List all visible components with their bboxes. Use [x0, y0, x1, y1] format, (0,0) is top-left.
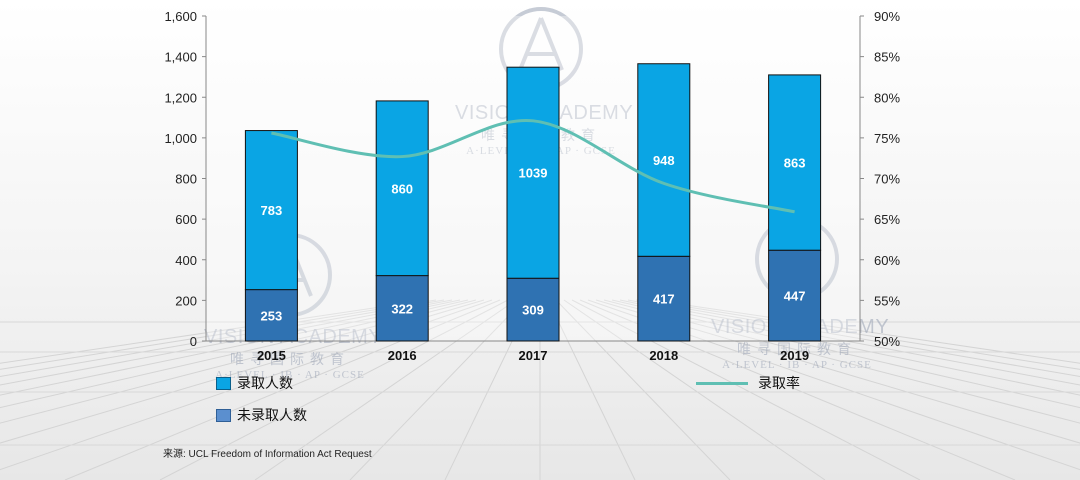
y2-tick-label: 65% [874, 212, 900, 227]
bar-admitted-label: 1039 [519, 166, 548, 181]
watermark-subtitle: 唯寻国际教育 [737, 341, 857, 357]
bar-admitted [506, 66, 560, 279]
legend-swatch-rejected [216, 408, 231, 422]
floor-grid-line [595, 299, 1080, 444]
bar-rejected [375, 275, 429, 342]
y2-tick-label: 55% [874, 293, 900, 308]
legend-label-rate: 录取率 [758, 375, 800, 391]
legend-item-rejected: 未录取人数 [216, 405, 307, 425]
floor-grid-line [603, 299, 1080, 424]
legend-item-admitted: 录取人数 [216, 373, 293, 393]
y2-tick-label: 80% [874, 90, 900, 105]
bar-rejected [768, 249, 822, 342]
y-tick-label: 200 [175, 293, 197, 308]
floor-grid-line [254, 299, 517, 480]
x-tick-label: 2018 [649, 348, 678, 363]
bar-rejected-label: 417 [653, 292, 675, 307]
y-tick-label: 1,400 [164, 50, 197, 65]
floor-grid-line [159, 299, 509, 480]
bar-rejected-label: 309 [522, 303, 544, 318]
x-tick-label: 2019 [780, 348, 809, 363]
y2-tick-label: 60% [874, 253, 900, 268]
bar-rejected [637, 255, 691, 342]
y-tick-label: 800 [175, 172, 197, 187]
bar-rejected-label: 322 [391, 301, 413, 316]
x-tick-label: 2015 [257, 348, 286, 363]
watermark-tagline: A·LEVEL · IB · AP · GCSE [722, 359, 872, 371]
floor-grid-line [563, 299, 826, 480]
x-tick-label: 2017 [519, 348, 548, 363]
floor-grid-line [571, 299, 921, 480]
bar-admitted-label: 863 [784, 156, 806, 171]
floor-grid-line [555, 299, 731, 480]
y-tick-label: 600 [175, 212, 197, 227]
watermark-subtitle: 唯寻国际教育 [230, 351, 350, 367]
y-tick-label: 400 [175, 253, 197, 268]
y2-tick-label: 50% [874, 334, 900, 349]
bar-admitted-label: 860 [391, 181, 413, 196]
bar-rejected-label: 447 [784, 289, 806, 304]
legend-item-rate: 录取率 [696, 373, 800, 393]
y-tick-label: 1,000 [164, 131, 197, 146]
y2-tick-label: 75% [874, 131, 900, 146]
bar-admitted [637, 63, 691, 257]
source-note: 来源: UCL Freedom of Information Act Reque… [163, 449, 372, 460]
y-tick-label: 0 [190, 334, 197, 349]
floor-grid-line [0, 299, 461, 396]
y2-tick-label: 90% [874, 9, 900, 24]
bar-admitted-label: 948 [653, 153, 675, 168]
y2-tick-label: 85% [874, 50, 900, 65]
legend-swatch-admitted [216, 376, 231, 390]
bar-rejected [244, 289, 298, 342]
floor-grid-line [619, 299, 1080, 396]
floor-grid-line [0, 299, 469, 409]
floor-grid-line [349, 299, 525, 480]
floor-grid-line [0, 299, 477, 424]
floor-grid-line [611, 299, 1080, 409]
floor-grid-line [547, 299, 636, 480]
bar-admitted-label: 783 [261, 203, 283, 218]
bar-admitted [768, 74, 822, 251]
legend-label-admitted: 录取人数 [237, 375, 293, 391]
y2-tick-label: 70% [874, 172, 900, 187]
watermark-tagline: A·LEVEL · IB · AP · GCSE [215, 369, 365, 381]
y-tick-label: 1,200 [164, 90, 197, 105]
floor-grid-line [643, 299, 1080, 370]
floor-grid-line [651, 299, 1080, 364]
bar-admitted [375, 100, 429, 277]
bar-rejected-label: 253 [261, 308, 283, 323]
floor-grid-line [0, 299, 429, 364]
y-tick-label: 1,600 [164, 9, 197, 24]
x-tick-label: 2016 [388, 348, 417, 363]
legend-swatch-rate [696, 381, 748, 385]
bar-admitted [244, 130, 298, 291]
legend-label-rejected: 未录取人数 [237, 407, 307, 423]
